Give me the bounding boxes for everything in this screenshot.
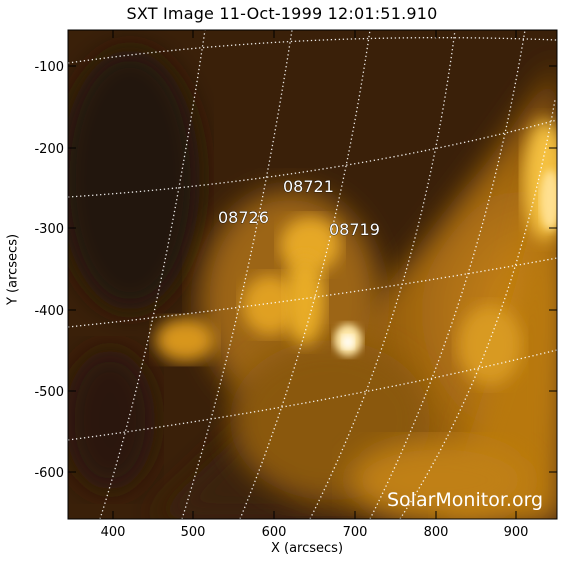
x-tick-label: 500 bbox=[181, 525, 206, 540]
y-tick-label: -500 bbox=[34, 385, 64, 400]
x-tick-label: 600 bbox=[262, 525, 287, 540]
coordinate-grid bbox=[68, 30, 557, 519]
solarmonitor-watermark: SolarMonitor.org bbox=[387, 489, 543, 511]
region-label-08726: 08726 bbox=[218, 208, 269, 227]
x-tick-label: 700 bbox=[343, 525, 368, 540]
sun-image bbox=[68, 30, 557, 519]
x-tick-label: 400 bbox=[101, 525, 126, 540]
x-tick-label: 800 bbox=[424, 525, 449, 540]
x-axis-ticks bbox=[112, 30, 517, 519]
x-tick-label: 900 bbox=[504, 525, 529, 540]
y-tick-label: -300 bbox=[34, 222, 64, 237]
region-label-08719: 08719 bbox=[329, 220, 380, 239]
y-tick-label: -200 bbox=[34, 142, 64, 157]
y-axis-label: Y (arcsecs) bbox=[5, 233, 21, 306]
y-tick-label: -400 bbox=[34, 304, 64, 319]
x-axis-label: X (arcsecs) bbox=[270, 541, 344, 556]
y-tick-label: -600 bbox=[34, 466, 64, 481]
region-label-08721: 08721 bbox=[283, 177, 334, 196]
image-title: SXT Image 11-Oct-1999 12:01:51.910 bbox=[126, 4, 438, 23]
y-tick-label: -100 bbox=[34, 60, 64, 75]
y-axis-ticks bbox=[68, 65, 557, 473]
